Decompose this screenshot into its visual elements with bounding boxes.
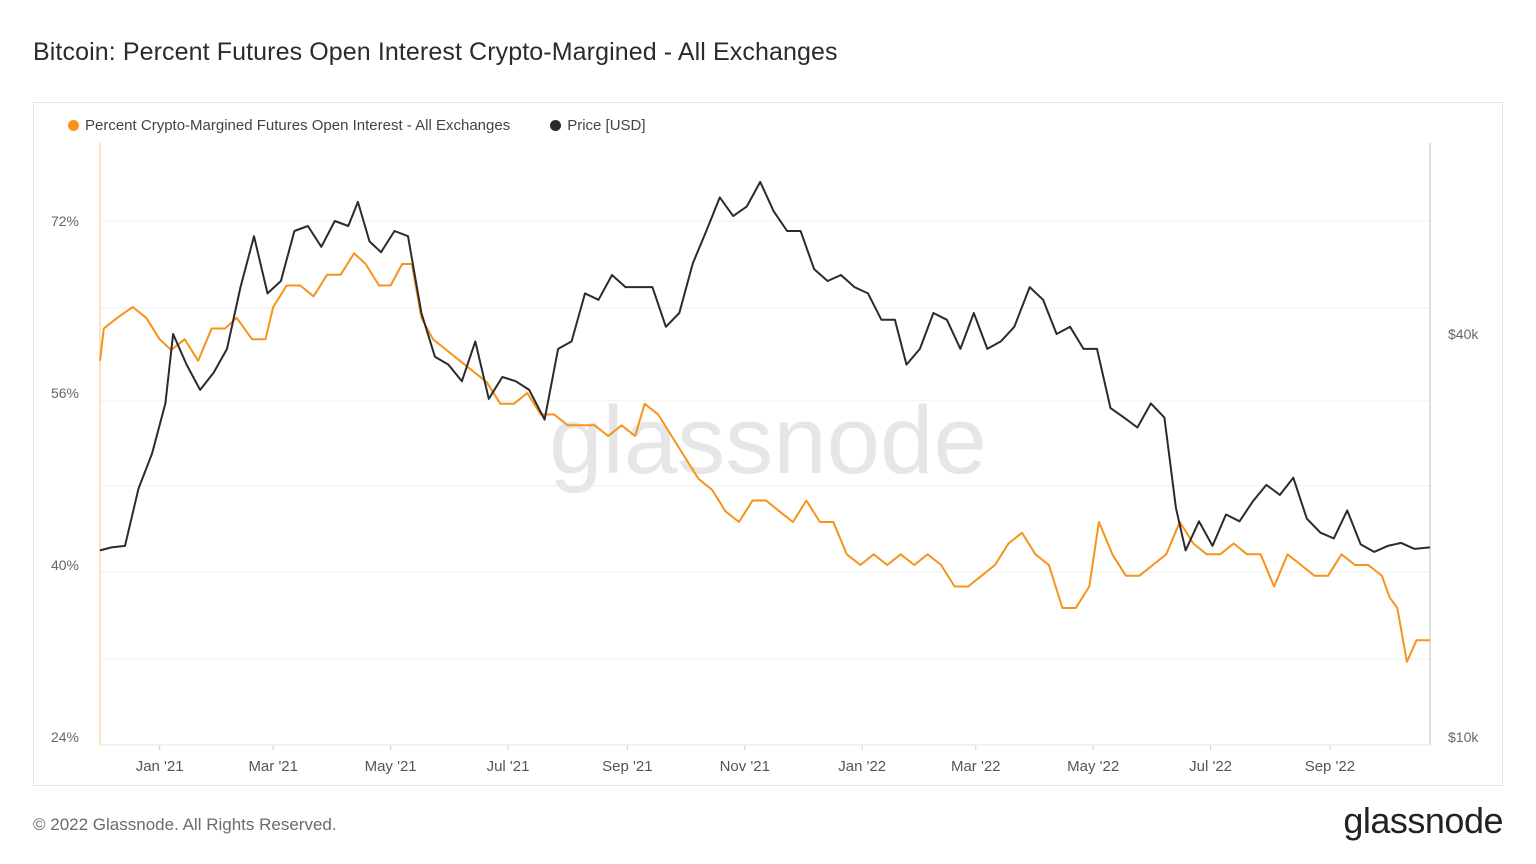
series-line-price[interactable] (99, 180, 1431, 553)
y-left-tick-label-2: 40% (51, 557, 79, 573)
watermark-text: glassnode (549, 387, 987, 494)
y-left-tick-label-0: 72% (51, 213, 79, 229)
y-right-tick-label-0: $40k (1448, 326, 1479, 342)
x-tick-label-4: Sep '21 (602, 758, 652, 775)
legend: Percent Crypto-Margined Futures Open Int… (68, 117, 646, 134)
chart-title: Bitcoin: Percent Futures Open Interest C… (33, 38, 838, 66)
x-tick-label-6: Jan '22 (838, 758, 886, 775)
x-tick-label-2: May '21 (365, 758, 417, 775)
glassnode-logo: glassnode (1343, 800, 1503, 841)
x-tick-label-10: Sep '22 (1305, 758, 1355, 775)
x-tick-label-0: Jan '21 (136, 758, 184, 775)
legend-label-price: Price [USD] (567, 117, 646, 134)
x-tick-label-1: Mar '21 (248, 758, 298, 775)
legend-label-percent-oi: Percent Crypto-Margined Futures Open Int… (85, 117, 511, 134)
y-left-tick-label-3: 24% (51, 729, 79, 745)
y-right-tick-label-1: $10k (1448, 729, 1479, 745)
x-tick-label-3: Jul '21 (487, 758, 530, 775)
x-tick-label-5: Nov '21 (720, 758, 770, 775)
legend-item-percent-oi[interactable]: Percent Crypto-Margined Futures Open Int… (68, 117, 510, 134)
series-line-percent-oi[interactable] (99, 252, 1430, 663)
x-tick-label-9: Jul '22 (1189, 758, 1232, 775)
x-tick-label-8: May '22 (1067, 758, 1119, 775)
legend-item-price[interactable]: Price [USD] (550, 117, 646, 134)
y-left-tick-label-1: 56% (51, 385, 79, 401)
legend-dot-orange (68, 120, 79, 131)
chart-panel (33, 102, 1503, 786)
x-tick-label-7: Mar '22 (951, 758, 1001, 775)
copyright-footer: © 2022 Glassnode. All Rights Reserved. (33, 815, 337, 834)
legend-dot-black (550, 120, 562, 131)
